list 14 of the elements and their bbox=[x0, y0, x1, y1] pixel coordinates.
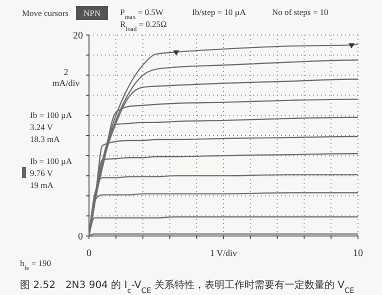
text: NPN bbox=[83, 8, 101, 18]
x-axis-title: 1 V/div bbox=[210, 248, 238, 258]
text: h$_{fe}$ = 190 bbox=[20, 258, 51, 272]
caption: 图 2.52 2N3 904 的 I$_{c}$-V$_{CE}$ 关系特性，表明工作时需要有一定数量的 V$_{CE}$ bbox=[20, 279, 355, 294]
y-axis-title: 2 mA/div bbox=[52, 67, 80, 88]
text: Ib = 100 µA 3.24 V 18.3 mA bbox=[30, 110, 73, 144]
text: No of steps = 10 bbox=[272, 7, 328, 17]
text: Move cursors bbox=[22, 8, 69, 18]
text: P$_{max}$ = 0.5W bbox=[120, 7, 164, 20]
y-tick-label: 20 bbox=[73, 30, 83, 42]
text: R$_{load}$ = 0.25Ω bbox=[120, 19, 167, 32]
text: Ib/step = 10 µA bbox=[192, 7, 247, 17]
x-tick-label: 10 bbox=[353, 248, 363, 259]
text: Ib = 100 µA 9.76 V 19 mA bbox=[30, 156, 73, 190]
